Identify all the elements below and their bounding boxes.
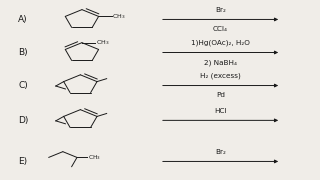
Text: CH$_3$: CH$_3$: [88, 153, 101, 162]
Text: Br₂: Br₂: [215, 7, 226, 13]
Text: E): E): [18, 157, 27, 166]
Text: D): D): [18, 116, 28, 125]
Text: 2) NaBH₄: 2) NaBH₄: [204, 59, 237, 66]
Text: H₂ (excess): H₂ (excess): [200, 72, 241, 79]
Text: HCl: HCl: [214, 108, 227, 114]
Text: Br₂: Br₂: [215, 149, 226, 155]
Text: 1)Hg(OAc)₂, H₂O: 1)Hg(OAc)₂, H₂O: [191, 39, 250, 46]
Text: C): C): [18, 81, 28, 90]
Text: CH$_3$: CH$_3$: [112, 12, 126, 21]
Text: CH$_3$: CH$_3$: [96, 38, 109, 47]
Text: Pd: Pd: [216, 92, 225, 98]
Text: B): B): [18, 48, 28, 57]
Text: A): A): [18, 15, 28, 24]
Text: CCl₄: CCl₄: [213, 26, 228, 32]
